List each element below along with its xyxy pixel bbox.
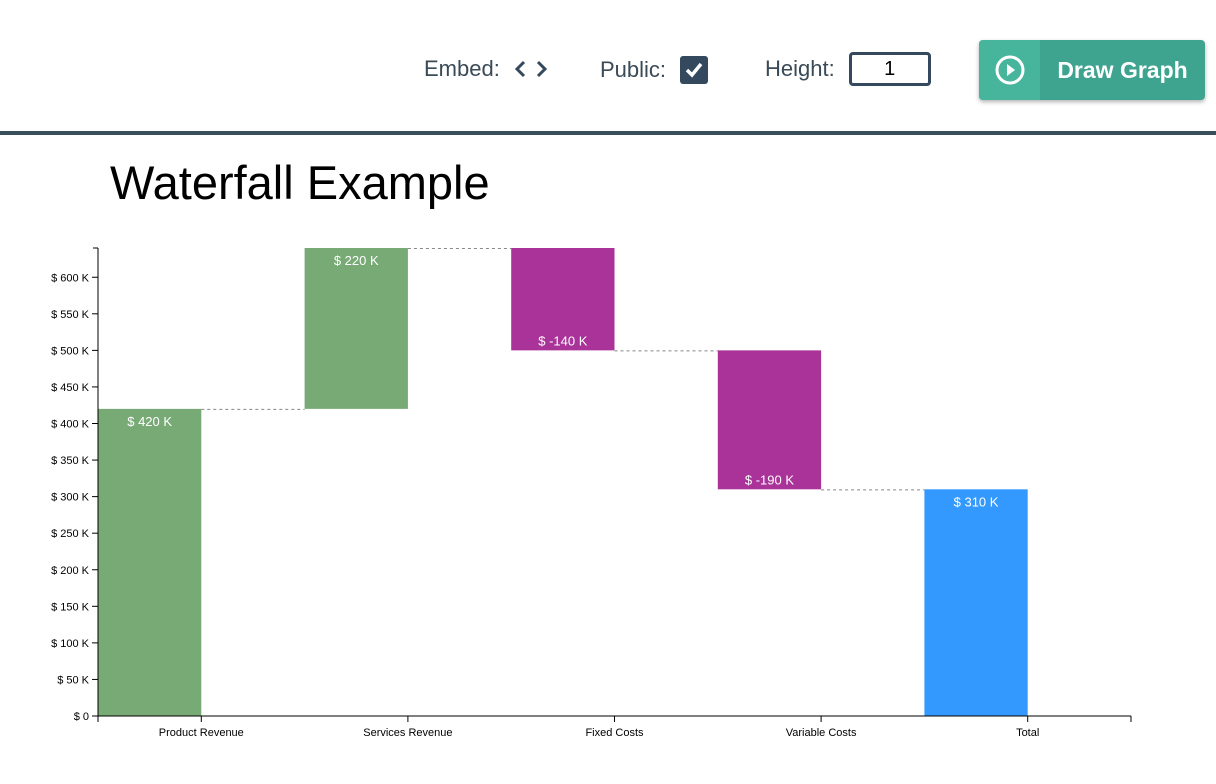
draw-graph-button[interactable]: Draw Graph: [979, 40, 1205, 100]
bar-value-label: $ -190 K: [745, 472, 794, 487]
height-control: Height:: [765, 52, 931, 86]
x-tick-label: Fixed Costs: [585, 727, 644, 739]
x-tick-label: Product Revenue: [159, 727, 244, 739]
bar-total: [924, 489, 1028, 716]
y-tick-label: $ 450 K: [51, 382, 90, 394]
y-tick-label: $ 400 K: [51, 419, 90, 431]
y-tick-label: $ 0: [74, 711, 89, 723]
bar-fixed-costs: [511, 248, 615, 351]
y-tick-label: $ 350 K: [51, 455, 90, 467]
y-tick-label: $ 300 K: [51, 492, 90, 504]
x-tick-label: Services Revenue: [363, 727, 452, 739]
embed-control[interactable]: Embed:: [424, 56, 548, 82]
chart-title: Waterfall Example: [110, 156, 490, 209]
y-tick-label: $ 200 K: [51, 565, 90, 577]
toolbar: Embed: Public: Height: Draw Graph: [0, 0, 1216, 132]
y-tick-label: $ 550 K: [51, 309, 90, 321]
bar-services-revenue: [304, 248, 408, 409]
y-tick-label: $ 100 K: [51, 638, 90, 650]
play-circle-icon: [995, 55, 1024, 85]
embed-label: Embed:: [424, 56, 500, 81]
y-tick-label: $ 50 K: [57, 674, 89, 686]
check-icon: [685, 62, 703, 78]
y-tick-label: $ 250 K: [51, 528, 90, 540]
public-checkbox[interactable]: [680, 56, 709, 84]
draw-graph-label: Draw Graph: [1057, 56, 1188, 83]
y-tick-label: $ 150 K: [51, 601, 90, 613]
bar-value-label: $ 310 K: [954, 494, 999, 509]
bar-value-label: $ 220 K: [334, 253, 379, 268]
bar-value-label: $ 420 K: [127, 414, 172, 429]
bar-value-label: $ -140 K: [538, 333, 587, 348]
bar-product-revenue: [98, 408, 202, 716]
y-tick-label: $ 600 K: [51, 272, 90, 284]
code-icon[interactable]: [514, 59, 548, 79]
divider: [0, 131, 1216, 135]
x-tick-label: Variable Costs: [786, 727, 857, 739]
x-tick-label: Total: [1016, 727, 1039, 739]
height-label: Height:: [765, 56, 835, 81]
public-control: Public:: [600, 56, 709, 84]
bar-variable-costs: [717, 350, 822, 490]
y-tick-label: $ 500 K: [51, 345, 90, 357]
public-label: Public:: [600, 57, 667, 82]
height-input[interactable]: [848, 52, 931, 86]
